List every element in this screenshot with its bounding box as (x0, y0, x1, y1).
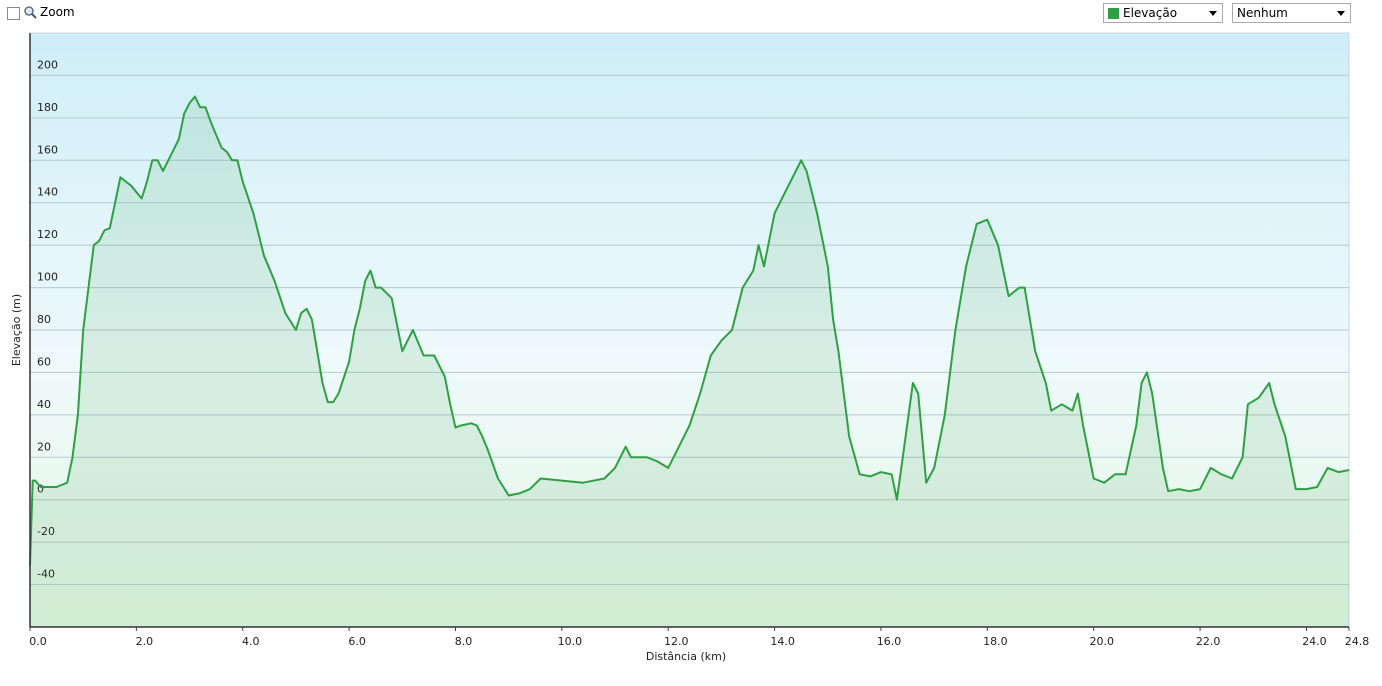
plot-background (29, 32, 1350, 628)
x-tick-label: 6.0 (348, 635, 366, 648)
y-tick-label: 80 (37, 313, 51, 326)
y-tick-label: 160 (37, 143, 58, 156)
secondary-select-label: Nenhum (1237, 6, 1288, 20)
y-tick-label: 20 (37, 440, 51, 453)
dropdown-arrow (1337, 11, 1345, 16)
x-tick-label: 24.8 (1345, 635, 1370, 648)
x-tick-label: 20.0 (1089, 635, 1114, 648)
y-axis-label: Elevação (m) (10, 294, 23, 366)
x-tick-label: 14.0 (770, 635, 795, 648)
x-tick-label: 0.0 (29, 635, 47, 648)
series-select[interactable]: Elevação (1103, 3, 1223, 23)
y-tick-label: -20 (37, 525, 55, 538)
x-tick-label: 10.0 (558, 635, 583, 648)
x-axis-label: Distância (km) (646, 650, 726, 663)
line (29, 95, 1350, 566)
dropdown-arrow (1209, 11, 1217, 16)
y-tick-label: 180 (37, 101, 58, 114)
y-tick-label: 100 (37, 271, 58, 284)
x-tick-label: 24.0 (1302, 635, 1327, 648)
x-tick-label: 8.0 (455, 635, 473, 648)
zoom-checkbox[interactable] (7, 7, 20, 20)
legend-swatch (1108, 7, 1119, 19)
x-tick-label: 16.0 (877, 635, 902, 648)
zoom-icon (24, 5, 37, 19)
x-tick-label: 2.0 (136, 635, 154, 648)
zoom-control[interactable]: Zoom (24, 5, 75, 19)
legend-entry: Elevação (1123, 6, 1178, 20)
y-tick-label: 200 (37, 58, 58, 71)
secondary-select[interactable]: Nenhum (1232, 3, 1351, 23)
y-tick-label: 0 (37, 483, 44, 496)
x-tick-label: 22.0 (1196, 635, 1221, 648)
y-tick-label: 40 (37, 398, 51, 411)
x-tick-label: 18.0 (983, 635, 1008, 648)
area (30, 96, 1349, 628)
x-tick-label: 4.0 (242, 635, 260, 648)
y-tick-label: 140 (37, 186, 58, 199)
y-tick-label: -40 (37, 568, 55, 581)
x-tick-label: 12.0 (664, 635, 689, 648)
zoom-label: Zoom (40, 5, 75, 19)
y-tick-label: 120 (37, 228, 58, 241)
y-tick-label: 60 (37, 355, 51, 368)
